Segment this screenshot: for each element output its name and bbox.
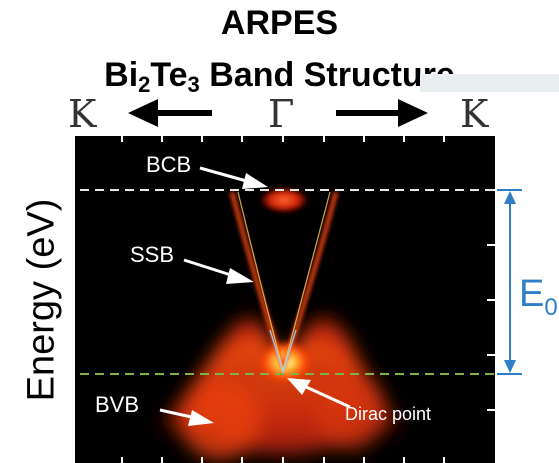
ssb-label: SSB — [130, 242, 174, 267]
dirac-pointer-arrow — [287, 378, 351, 409]
bvb-glow — [120, 317, 440, 463]
title-te: Te — [150, 56, 188, 94]
k-label-left: K — [68, 92, 97, 136]
title-sub-2: 2 — [138, 72, 151, 97]
axis-ticks — [121, 136, 495, 463]
title-sub-3: 3 — [187, 72, 200, 97]
title-bi: Bi — [104, 56, 139, 94]
title-arpes: ARPES — [220, 4, 339, 42]
energy-gap-label: E0 — [519, 273, 558, 321]
energy-gap-arrow — [497, 189, 522, 375]
dirac-point-label: Dirac point — [345, 404, 431, 424]
bvb-label: BVB — [95, 392, 139, 417]
gamma-label: Γ — [268, 92, 295, 136]
bcb-blob — [258, 186, 310, 214]
arrow-left-icon — [128, 99, 212, 127]
bcb-pointer-arrow — [199, 166, 268, 189]
arrow-right-icon — [336, 99, 428, 127]
header-strip — [420, 74, 559, 92]
ssb-pointer-arrow — [183, 258, 254, 284]
k-label-right: K — [460, 92, 489, 136]
bcb-label: BCB — [146, 152, 191, 177]
bvb-pointer-arrow — [159, 408, 214, 426]
